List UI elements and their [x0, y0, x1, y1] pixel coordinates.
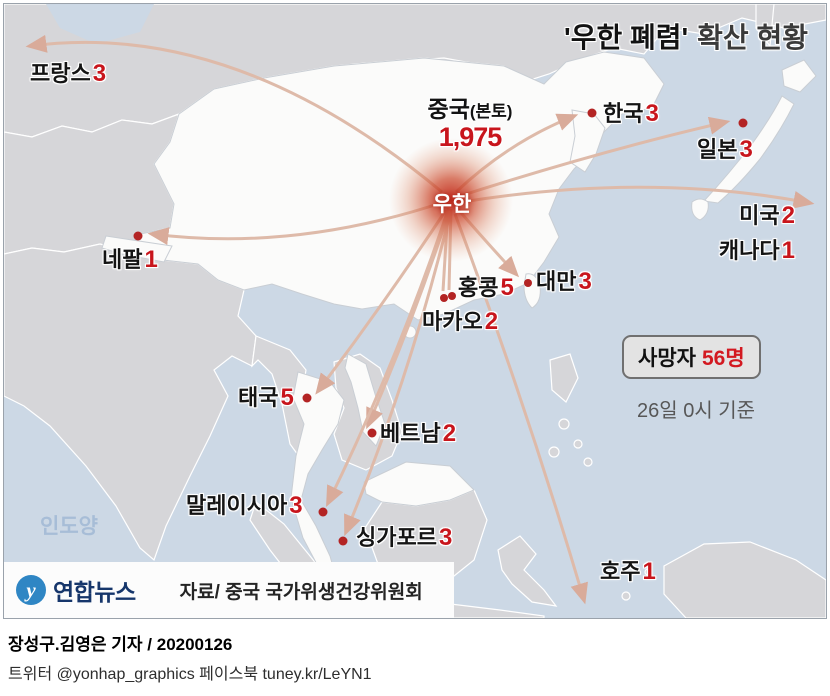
yonhap-logo-icon: y: [16, 575, 46, 605]
label-vietnam: 베트남2: [380, 420, 456, 447]
wuhan-glow: [389, 138, 513, 262]
label-australia-count: 1: [642, 558, 655, 585]
land-japan-kyushu: [691, 198, 709, 221]
label-canada-count: 1: [781, 237, 795, 264]
label-vietnam-name: 베트남: [380, 421, 441, 446]
title-rest: 확산 현황: [697, 22, 808, 53]
social-links: 트위터 @yonhap_graphics 페이스북 tuney.kr/LeYN1: [8, 666, 372, 683]
label-hongkong: 홍콩5: [458, 274, 514, 301]
brand-name: 연합뉴스: [53, 579, 136, 605]
label-japan: 일본3: [697, 136, 753, 163]
label-hongkong-count: 5: [500, 274, 513, 301]
label-usa: 미국2: [664, 202, 795, 229]
label-thailand: 태국5: [238, 384, 294, 411]
land-korea: [569, 109, 606, 173]
label-australia-name: 호주: [600, 559, 641, 584]
land-japan-hokkaido: [781, 59, 817, 93]
label-singapore-count: 3: [438, 524, 452, 551]
label-nepal: 네팔1: [102, 246, 158, 273]
island: [573, 439, 583, 449]
label-malaysia: 말레이시아3: [186, 492, 303, 519]
land-thailand-malaya: [290, 371, 345, 582]
label-nepal-count: 1: [144, 246, 157, 273]
label-australia: 호주1: [600, 558, 656, 585]
title-highlight: '우한 폐렴': [564, 22, 689, 53]
island: [558, 418, 570, 430]
map-graphic: '우한 폐렴' 확산 현황 중국(본토) 1,975 우한 프랑스3 한국3 일본…: [3, 3, 827, 619]
location-dots: [133, 108, 748, 546]
label-taiwan: 대만3: [536, 268, 592, 295]
label-usa-count: 2: [781, 202, 795, 229]
island: [621, 591, 631, 601]
label-thailand-count: 5: [280, 384, 293, 411]
china-count: 1,975: [438, 122, 503, 153]
label-singapore: 싱가포르3: [356, 524, 452, 551]
label-taiwan-name: 대만: [536, 269, 577, 294]
label-france: 프랑스3: [30, 60, 106, 87]
label-japan-name: 일본: [697, 137, 738, 162]
label-thailand-name: 태국: [238, 385, 279, 410]
land-philippines: [549, 353, 579, 403]
china-note: (본토): [469, 102, 513, 121]
label-macau-count: 2: [484, 308, 498, 335]
label-korea-name: 한국: [603, 101, 644, 126]
brand-bar: y 연합뉴스 자료/ 중국 국가위생건강위원회: [4, 562, 456, 618]
label-vietnam-count: 2: [442, 420, 456, 447]
china-name: 중국: [427, 96, 470, 122]
label-malaysia-name: 말레이시아: [186, 493, 288, 518]
source-credit: 자료/ 중국 국가위생건강위원회: [179, 581, 423, 603]
label-taiwan-count: 3: [578, 268, 591, 295]
wuhan-label: 우한: [432, 193, 472, 216]
dot-macau: [448, 292, 456, 300]
deaths-badge: 사망자 56명: [622, 335, 761, 379]
dot-korea: [587, 108, 597, 118]
land-sakhalin: [755, 4, 775, 48]
asia-map: [4, 4, 826, 618]
label-japan-count: 3: [739, 136, 752, 163]
dot-hongkong: [440, 294, 448, 302]
china-label: 중국(본토) 1,975: [400, 96, 540, 153]
page-title: '우한 폐렴' 확산 현황: [564, 16, 808, 56]
land-new-guinea: [663, 541, 826, 618]
byline: 장성구.김영은 기자 / 20200126: [8, 635, 233, 654]
label-canada: 캐나다1: [654, 237, 795, 264]
land-sulawesi: [497, 535, 558, 607]
as-of-date: 26일 0시 기준: [637, 400, 756, 422]
label-france-name: 프랑스: [30, 61, 91, 86]
label-malaysia-count: 3: [289, 492, 302, 519]
dot-singapore: [338, 536, 348, 546]
sea-inlet: [46, 4, 154, 44]
dot-vietnam: [367, 428, 377, 438]
deaths-value: 56명: [701, 347, 745, 370]
brand-band: [4, 562, 454, 618]
dot-taiwan: [524, 279, 532, 287]
label-korea: 한국3: [603, 100, 659, 127]
dot-japan: [738, 118, 748, 128]
arrow-australia: [453, 213, 588, 605]
arrow-france: [25, 34, 443, 194]
label-korea-count: 3: [645, 100, 658, 127]
island: [583, 457, 593, 467]
island: [548, 446, 560, 458]
island: [644, 568, 652, 576]
label-france-count: 3: [92, 60, 106, 87]
label-canada-name: 캐나다: [718, 238, 780, 263]
dot-malaysia: [318, 507, 328, 517]
land-borneo-malaysia: [363, 461, 475, 507]
label-macau: 마카오2: [422, 308, 498, 335]
land-japan-honshu: [702, 95, 795, 204]
label-singapore-name: 싱가포르: [356, 525, 437, 550]
dot-thailand: [302, 393, 312, 403]
label-usa-name: 미국: [739, 203, 780, 228]
label-nepal-name: 네팔: [102, 247, 143, 272]
dot-nepal: [133, 231, 143, 241]
deaths-label: 사망자: [638, 347, 696, 370]
ocean-label: 인도양: [40, 515, 98, 538]
label-macau-name: 마카오: [422, 309, 483, 334]
label-hongkong-name: 홍콩: [458, 275, 499, 300]
